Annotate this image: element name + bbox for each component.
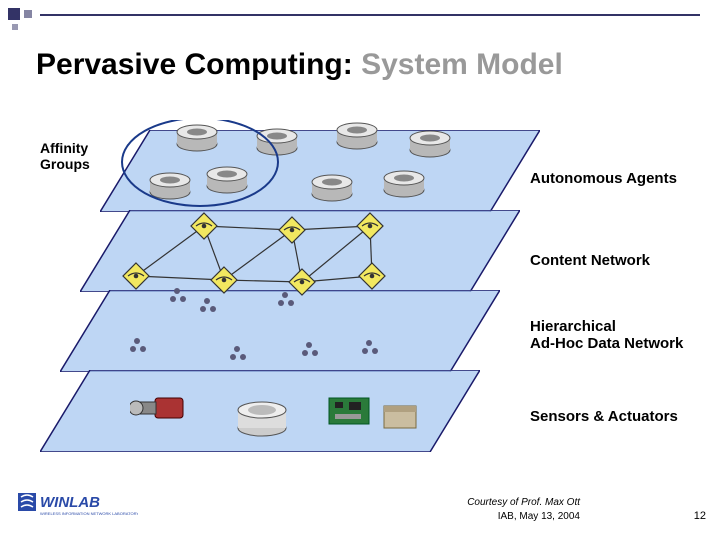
- agent-node: [335, 120, 379, 150]
- content-node: [356, 212, 384, 240]
- svg-text:WINLAB: WINLAB: [40, 494, 100, 511]
- agent-node: [205, 164, 249, 194]
- page-number: 12: [694, 510, 706, 522]
- title-dark: Pervasive Computing:: [36, 48, 361, 81]
- top-rule: [40, 14, 700, 16]
- svg-text:WIRELESS INFORMATION NETWORK L: WIRELESS INFORMATION NETWORK LABORATORY: [40, 511, 138, 516]
- diagram-stage: [30, 120, 690, 460]
- title-light: System Model: [361, 48, 563, 81]
- agent-node: [382, 168, 426, 198]
- agent-node: [310, 172, 354, 202]
- date-line: IAB, May 13, 2004: [498, 511, 580, 522]
- content-node: [278, 216, 306, 244]
- agent-node: [175, 122, 219, 152]
- agent-node: [408, 128, 452, 158]
- winlab-logo: WINLAB WIRELESS INFORMATION NETWORK LABO…: [18, 489, 138, 522]
- sensor-board: [325, 392, 373, 433]
- agent-node: [148, 170, 192, 200]
- content-node: [210, 266, 238, 294]
- content-node: [122, 262, 150, 290]
- agent-node: [255, 126, 299, 156]
- sensor-box: [380, 400, 420, 437]
- slide-title: Pervasive Computing: System Model: [36, 48, 563, 82]
- content-node: [288, 268, 316, 296]
- sensor-drum: [235, 398, 289, 443]
- sensor-motor: [130, 388, 190, 433]
- content-node: [190, 212, 218, 240]
- credit-line: Courtesy of Prof. Max Ott: [467, 497, 580, 508]
- content-node: [358, 262, 386, 290]
